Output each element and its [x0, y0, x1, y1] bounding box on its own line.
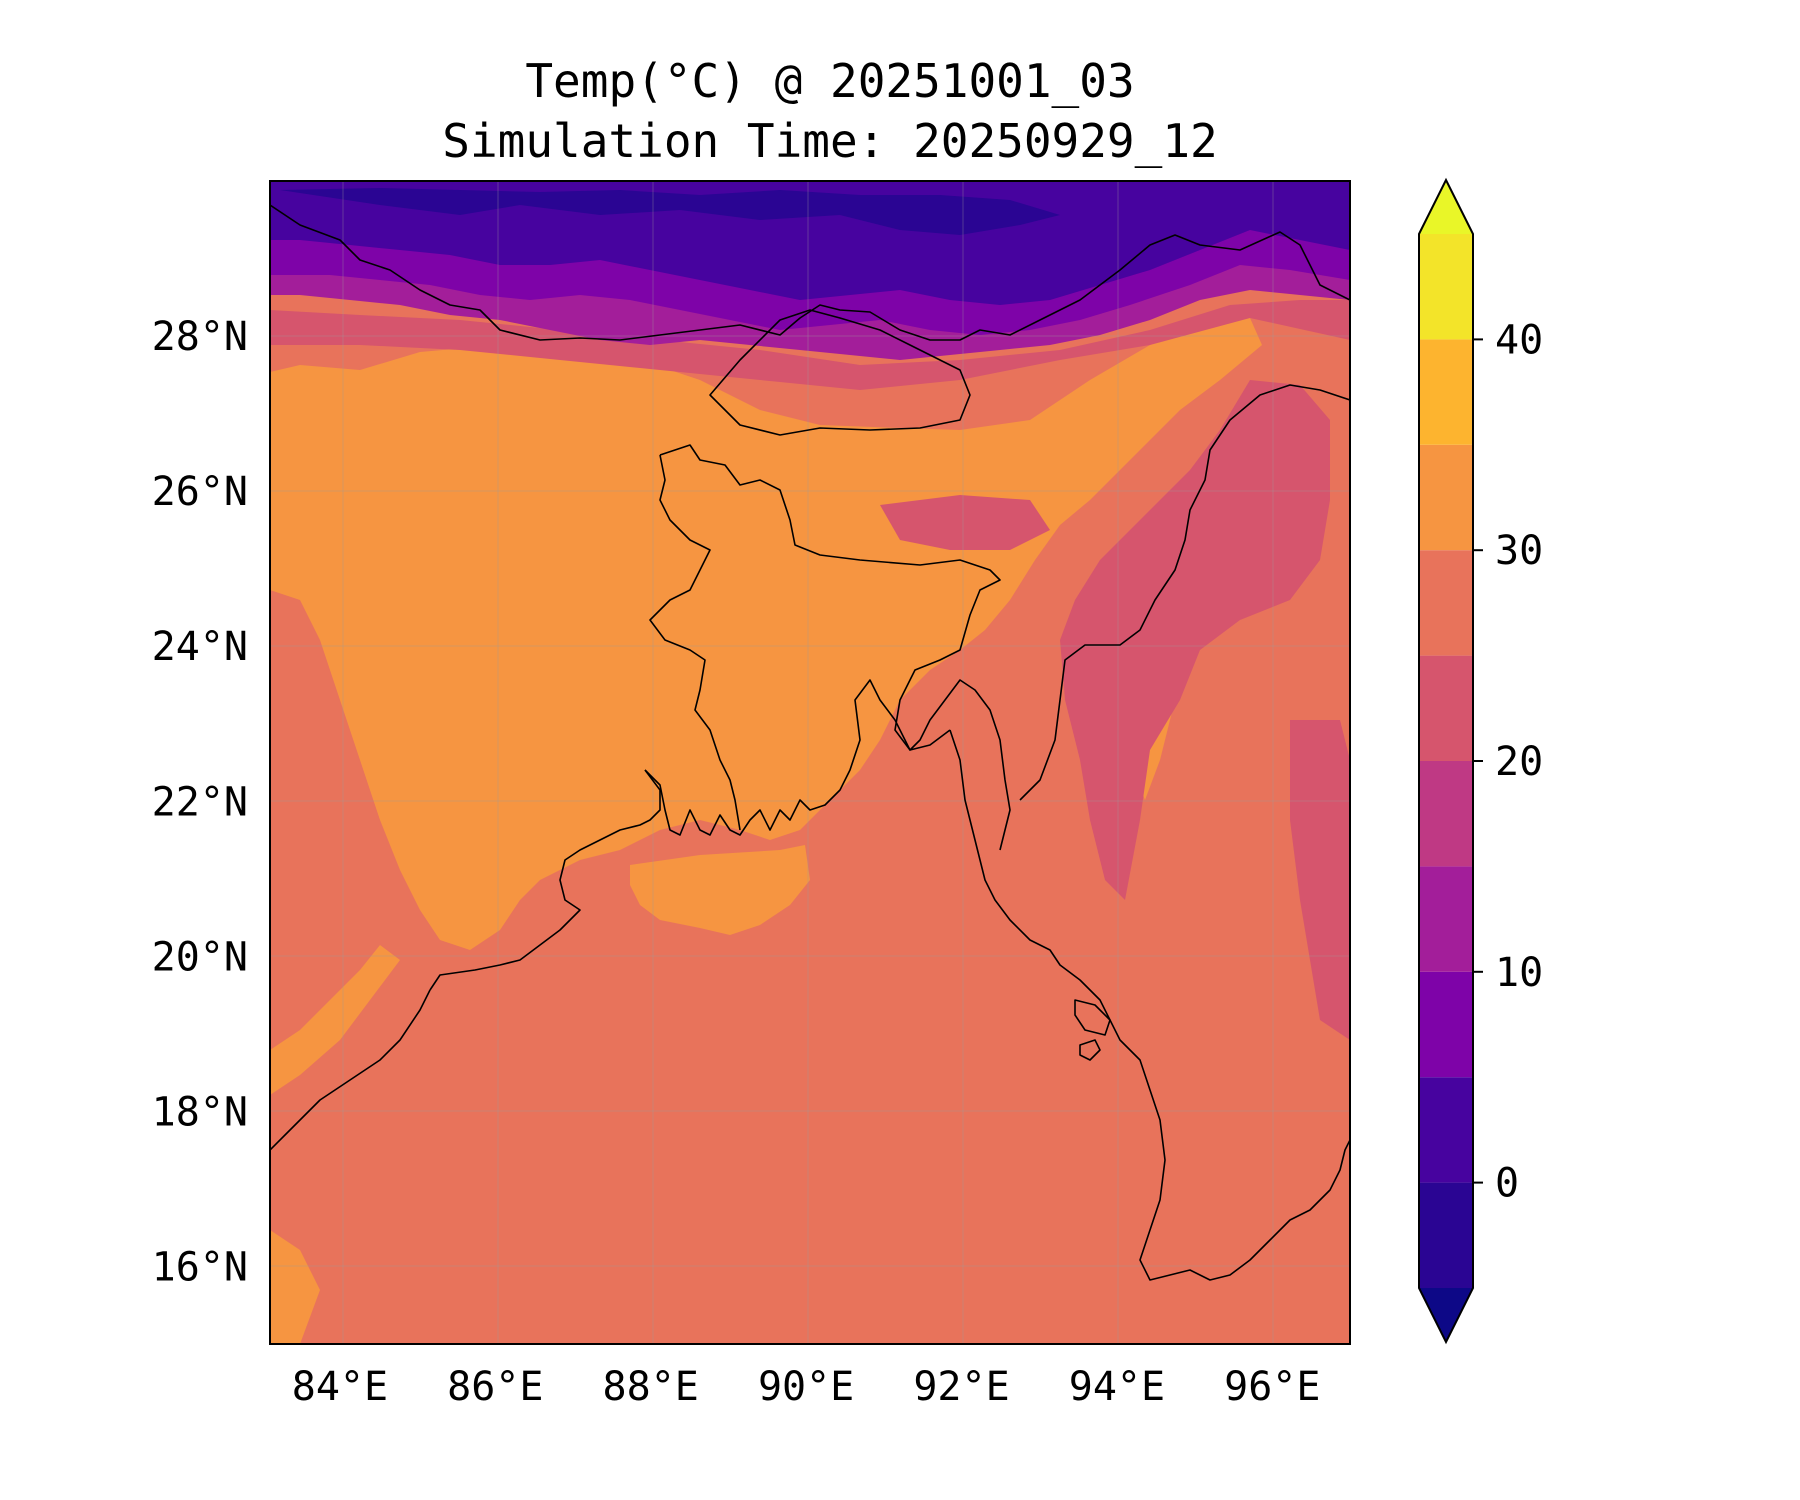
- lat-tick-label: 18°N: [152, 1089, 248, 1135]
- lon-tick-label: 84°E: [292, 1364, 388, 1410]
- lon-tick-label: 92°E: [913, 1364, 1009, 1410]
- sundarbans-coast: [644, 679, 951, 836]
- temp-band-30-35-plain: [270, 318, 1262, 950]
- colorbar-level: [1419, 234, 1473, 340]
- bangladesh-border: [659, 444, 1011, 851]
- bhutan-outline: [709, 309, 971, 436]
- lat-tick-label: 22°N: [152, 779, 248, 825]
- colorbar-level: [1419, 1182, 1473, 1288]
- temp-band-20-25-hills: [1060, 380, 1330, 900]
- lat-tick-label: 26°N: [152, 469, 248, 515]
- myanmar-coast: [949, 729, 1350, 1281]
- temperature-colorbar: 0 10 20 30 40: [1418, 177, 1543, 1345]
- coastlines-and-borders: [270, 204, 1350, 1281]
- colorbar-tick-label: 20: [1495, 739, 1543, 785]
- ramree-island: [1074, 999, 1111, 1036]
- colorbar-tick-label: 0: [1495, 1161, 1519, 1207]
- temp-band-30-35-coast-west: [270, 945, 400, 1095]
- longitude-ticks: 84°E 86°E 88°E 90°E 92°E 94°E 96°E: [292, 1364, 1321, 1410]
- bangladesh-west-border: [649, 454, 741, 831]
- lon-tick-label: 94°E: [1069, 1364, 1165, 1410]
- colorbar-level: [1419, 550, 1473, 656]
- india-east-coast: [270, 989, 431, 1151]
- map-gridlines: [270, 181, 1350, 1344]
- cheduba-island: [1079, 1039, 1101, 1061]
- latitude-ticks: 16°N 18°N 20°N 22°N 24°N 26°N 28°N: [152, 314, 248, 1290]
- map-subtitle: Simulation Time: 20250929_12: [442, 114, 1218, 168]
- lat-tick-label: 28°N: [152, 314, 248, 360]
- colorbar-level: [1419, 339, 1473, 445]
- temp-band-minus5-0-plateau: [280, 188, 1060, 235]
- colorbar-tick-label: 30: [1495, 528, 1543, 574]
- temp-band-20-25-east: [1290, 720, 1350, 1040]
- ne-india-border: [1019, 384, 1350, 801]
- colorbar-over-extension: [1419, 180, 1473, 234]
- lat-tick-label: 20°N: [152, 934, 248, 980]
- temp-band-0-5-plateau: [270, 181, 1350, 305]
- lat-tick-label: 24°N: [152, 624, 248, 670]
- colorbar-level: [1419, 1077, 1473, 1183]
- colorbar-tick-label: 40: [1495, 317, 1543, 363]
- colorbar-under-extension: [1419, 1288, 1473, 1342]
- colorbar-level: [1419, 444, 1473, 551]
- lat-tick-label: 16°N: [152, 1244, 248, 1290]
- temp-band-30-35-bay-patch: [630, 845, 810, 935]
- colorbar-level: [1419, 971, 1473, 1078]
- bay-of-bengal-coast-north: [429, 769, 661, 991]
- temp-band-20-25-meghalaya: [880, 495, 1050, 550]
- colorbar-tick-label: 10: [1495, 950, 1543, 996]
- temp-band-30-35-southwest: [270, 1230, 320, 1344]
- temp-band-20-25-himalaya-foot: [270, 300, 1350, 390]
- colorbar-outline: [1418, 177, 1474, 1345]
- lon-tick-label: 96°E: [1224, 1364, 1320, 1410]
- map-title: Temp(°C) @ 20251001_03: [525, 54, 1135, 108]
- lon-tick-label: 90°E: [758, 1364, 854, 1410]
- map-frame: [269, 180, 1351, 1345]
- himalaya-border: [270, 204, 1350, 341]
- colorbar-level: [1419, 761, 1473, 867]
- map-plot-area: [270, 181, 1350, 1344]
- colorbar-level: [1419, 655, 1473, 761]
- colorbar-level: [1419, 866, 1473, 972]
- lon-tick-label: 86°E: [447, 1364, 543, 1410]
- lon-tick-label: 88°E: [603, 1364, 699, 1410]
